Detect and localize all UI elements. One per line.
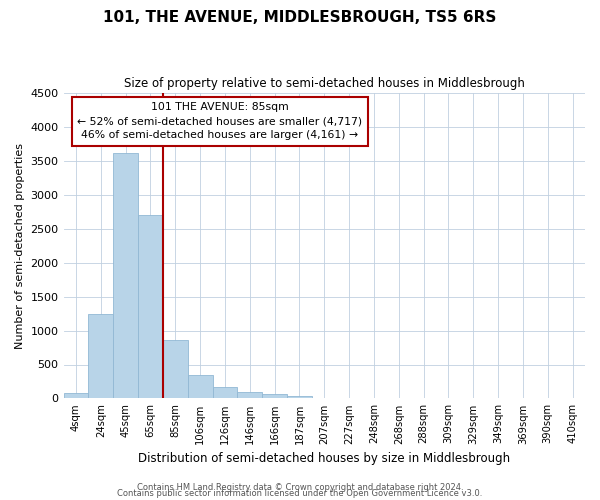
Bar <box>238 392 262 398</box>
Y-axis label: Number of semi-detached properties: Number of semi-detached properties <box>15 142 25 348</box>
Bar <box>163 340 188 398</box>
Bar <box>113 153 138 398</box>
Bar <box>88 314 113 398</box>
Text: 101 THE AVENUE: 85sqm
← 52% of semi-detached houses are smaller (4,717)
46% of s: 101 THE AVENUE: 85sqm ← 52% of semi-deta… <box>77 102 362 140</box>
Bar <box>138 215 163 398</box>
Text: Contains public sector information licensed under the Open Government Licence v3: Contains public sector information licen… <box>118 490 482 498</box>
Text: 101, THE AVENUE, MIDDLESBROUGH, TS5 6RS: 101, THE AVENUE, MIDDLESBROUGH, TS5 6RS <box>103 10 497 25</box>
Bar <box>262 394 287 398</box>
Title: Size of property relative to semi-detached houses in Middlesbrough: Size of property relative to semi-detach… <box>124 78 525 90</box>
Text: Contains HM Land Registry data © Crown copyright and database right 2024.: Contains HM Land Registry data © Crown c… <box>137 484 463 492</box>
Bar <box>212 387 238 398</box>
Bar <box>64 393 88 398</box>
Bar <box>287 396 312 398</box>
X-axis label: Distribution of semi-detached houses by size in Middlesbrough: Distribution of semi-detached houses by … <box>138 452 511 465</box>
Bar <box>188 376 212 398</box>
